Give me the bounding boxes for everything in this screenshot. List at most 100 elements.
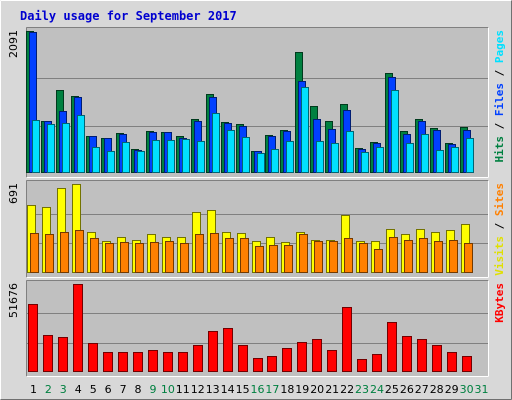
bar-pages-day-23 xyxy=(361,152,369,173)
day-label-19: 19 xyxy=(295,383,309,396)
bar-kbytes-day-5 xyxy=(88,343,98,372)
bar-sites-day-30 xyxy=(464,243,473,273)
day-label-6: 6 xyxy=(105,383,112,396)
bar-pages-day-2 xyxy=(47,124,55,173)
day-label-28: 28 xyxy=(430,383,444,396)
bar-sites-day-11 xyxy=(180,243,189,273)
day-label-15: 15 xyxy=(236,383,250,396)
panel-top-legend: Hits / Files / Pages xyxy=(493,30,506,163)
bar-kbytes-day-9 xyxy=(148,350,158,372)
panel-bottom-bars xyxy=(28,284,472,372)
day-label-16: 16 xyxy=(251,383,265,396)
panel-middle: 691 Visits / Sites xyxy=(7,180,506,278)
bar-kbytes-day-27 xyxy=(417,339,427,372)
day-label-22: 22 xyxy=(340,383,354,396)
bar-pages-day-28 xyxy=(436,150,444,173)
day-labels: 1 2 3 4 5 6 7 8 9 10 11 12 13 14 15 16 17 18 19 20 21 22 23 24 2… xyxy=(30,383,489,396)
chart-title: Daily usage for September 2017 xyxy=(20,9,237,23)
bar-sites-day-19 xyxy=(299,234,308,273)
bar-pages-day-9 xyxy=(152,140,160,173)
bar-pages-day-11 xyxy=(182,139,190,173)
panel-top-max-label: 2091 xyxy=(7,30,20,58)
bar-kbytes-day-18 xyxy=(282,348,292,372)
bar-kbytes-day-25 xyxy=(387,322,397,372)
legend-entry: Pages xyxy=(493,30,506,63)
day-label-26: 26 xyxy=(400,383,414,396)
bar-sites-day-23 xyxy=(359,243,368,273)
day-label-29: 29 xyxy=(445,383,459,396)
bar-pages-day-30 xyxy=(466,138,474,173)
bar-pages-day-14 xyxy=(227,130,235,173)
bar-kbytes-day-14 xyxy=(223,328,233,372)
panel-bottom-max-label: 51676 xyxy=(7,283,20,318)
day-label-27: 27 xyxy=(415,383,429,396)
bar-kbytes-day-17 xyxy=(267,356,277,372)
bar-sites-day-1 xyxy=(30,233,39,273)
bar-pages-day-20 xyxy=(316,141,324,173)
bar-sites-day-16 xyxy=(255,246,264,273)
bar-kbytes-day-7 xyxy=(118,352,128,372)
day-label-13: 13 xyxy=(206,383,220,396)
day-label-20: 20 xyxy=(310,383,324,396)
panel-top: 2091 Hits / Files / Pages xyxy=(7,27,506,178)
day-label-23: 23 xyxy=(355,383,369,396)
bar-pages-day-5 xyxy=(92,147,100,173)
bar-kbytes-day-15 xyxy=(238,345,248,372)
legend-entry: Sites xyxy=(493,183,506,216)
bar-pages-day-4 xyxy=(77,115,85,173)
panel-middle-max-label: 691 xyxy=(7,183,20,204)
legend-entry: KBytes xyxy=(493,283,506,323)
panel-middle-bars xyxy=(27,184,473,273)
bar-kbytes-day-12 xyxy=(193,345,203,372)
bar-sites-day-27 xyxy=(419,238,428,273)
bar-kbytes-day-11 xyxy=(178,352,188,372)
bar-kbytes-day-20 xyxy=(312,339,322,372)
bar-sites-day-18 xyxy=(284,245,293,273)
day-label-24: 24 xyxy=(370,383,384,396)
day-label-18: 18 xyxy=(280,383,294,396)
bar-kbytes-day-19 xyxy=(297,342,307,372)
bar-kbytes-day-10 xyxy=(163,352,173,372)
bar-sites-day-2 xyxy=(45,234,54,273)
bar-kbytes-day-30 xyxy=(462,356,472,372)
bar-pages-day-7 xyxy=(122,142,130,173)
legend-entry: Files xyxy=(493,83,506,116)
bar-kbytes-day-23 xyxy=(357,359,367,372)
day-label-3: 3 xyxy=(60,383,67,396)
bar-sites-day-15 xyxy=(240,238,249,273)
day-label-9: 9 xyxy=(150,383,157,396)
bar-pages-day-21 xyxy=(331,143,339,173)
day-label-31: 31 xyxy=(475,383,489,396)
bar-kbytes-day-2 xyxy=(43,335,53,372)
bar-kbytes-day-6 xyxy=(103,352,113,372)
bar-pages-day-1 xyxy=(32,120,40,173)
bar-sites-day-21 xyxy=(329,241,338,273)
bar-pages-day-24 xyxy=(376,147,384,173)
bar-sites-day-3 xyxy=(60,232,69,273)
bar-kbytes-day-1 xyxy=(28,304,38,372)
day-label-1: 1 xyxy=(30,383,37,396)
bar-pages-day-3 xyxy=(62,123,70,173)
day-label-2: 2 xyxy=(45,383,52,396)
bar-pages-day-10 xyxy=(167,140,175,173)
bar-sites-day-8 xyxy=(135,243,144,273)
day-label-17: 17 xyxy=(265,383,279,396)
bar-pages-day-13 xyxy=(212,113,220,173)
bar-pages-day-19 xyxy=(301,87,309,173)
bar-sites-day-12 xyxy=(195,234,204,273)
bar-pages-day-26 xyxy=(406,143,414,173)
day-label-30: 30 xyxy=(460,383,474,396)
bar-pages-day-25 xyxy=(391,90,399,173)
day-label-7: 7 xyxy=(120,383,127,396)
bar-kbytes-day-21 xyxy=(327,350,337,372)
bar-pages-day-17 xyxy=(271,149,279,173)
day-label-25: 25 xyxy=(385,383,399,396)
bar-sites-day-4 xyxy=(75,230,84,273)
bar-pages-day-16 xyxy=(257,153,265,173)
panel-bottom-legend: KBytes xyxy=(493,283,506,323)
bar-pages-day-15 xyxy=(242,137,250,173)
bar-sites-day-9 xyxy=(150,242,159,273)
day-label-14: 14 xyxy=(221,383,235,396)
panel-top-bars xyxy=(26,31,474,173)
